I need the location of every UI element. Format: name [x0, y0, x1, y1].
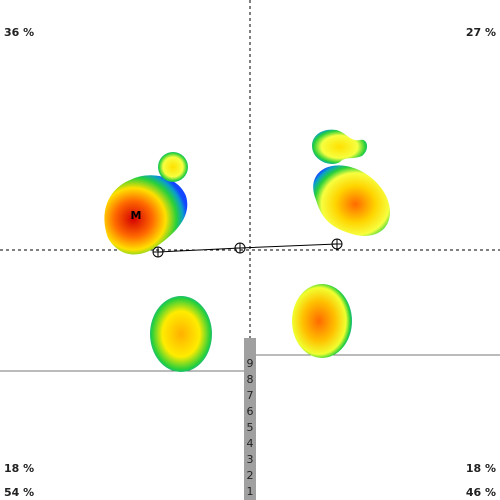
- bottom-right-upper-percentage: 18 %: [465, 462, 496, 475]
- scale-tick-9: 9: [246, 357, 254, 370]
- top-left-percentage: 36 %: [4, 26, 35, 39]
- max-pressure-marker: M: [131, 209, 142, 222]
- right-heel-blob: [292, 284, 352, 358]
- cop-marker-right: [331, 238, 343, 250]
- right-toe-blob: [312, 129, 368, 165]
- scale-tick-2: 2: [246, 469, 254, 482]
- scale-tick-4: 4: [246, 437, 254, 450]
- scale-tick-3: 3: [246, 453, 254, 466]
- cop-marker-center: [234, 242, 246, 254]
- left-heel-blob: [150, 296, 212, 372]
- bottom-left-upper-percentage: 18 %: [4, 462, 35, 475]
- left-toe-blob: [158, 152, 188, 182]
- scale-tick-6: 6: [246, 405, 254, 418]
- scale-tick-7: 7: [246, 389, 254, 402]
- scale-tick-8: 8: [246, 373, 254, 386]
- center-of-pressure-line: [157, 243, 338, 253]
- top-right-percentage: 27 %: [465, 26, 496, 39]
- left-forefoot-blob: [104, 175, 188, 255]
- scale-tick-1: 1: [246, 485, 254, 498]
- scale-tick-5: 5: [246, 421, 254, 434]
- scale-bar: [244, 338, 256, 500]
- bottom-right-lower-percentage: 46 %: [465, 486, 496, 499]
- right-forefoot-blob: [313, 165, 390, 236]
- bottom-left-lower-percentage: 54 %: [4, 486, 35, 499]
- cop-marker-left: [152, 246, 164, 258]
